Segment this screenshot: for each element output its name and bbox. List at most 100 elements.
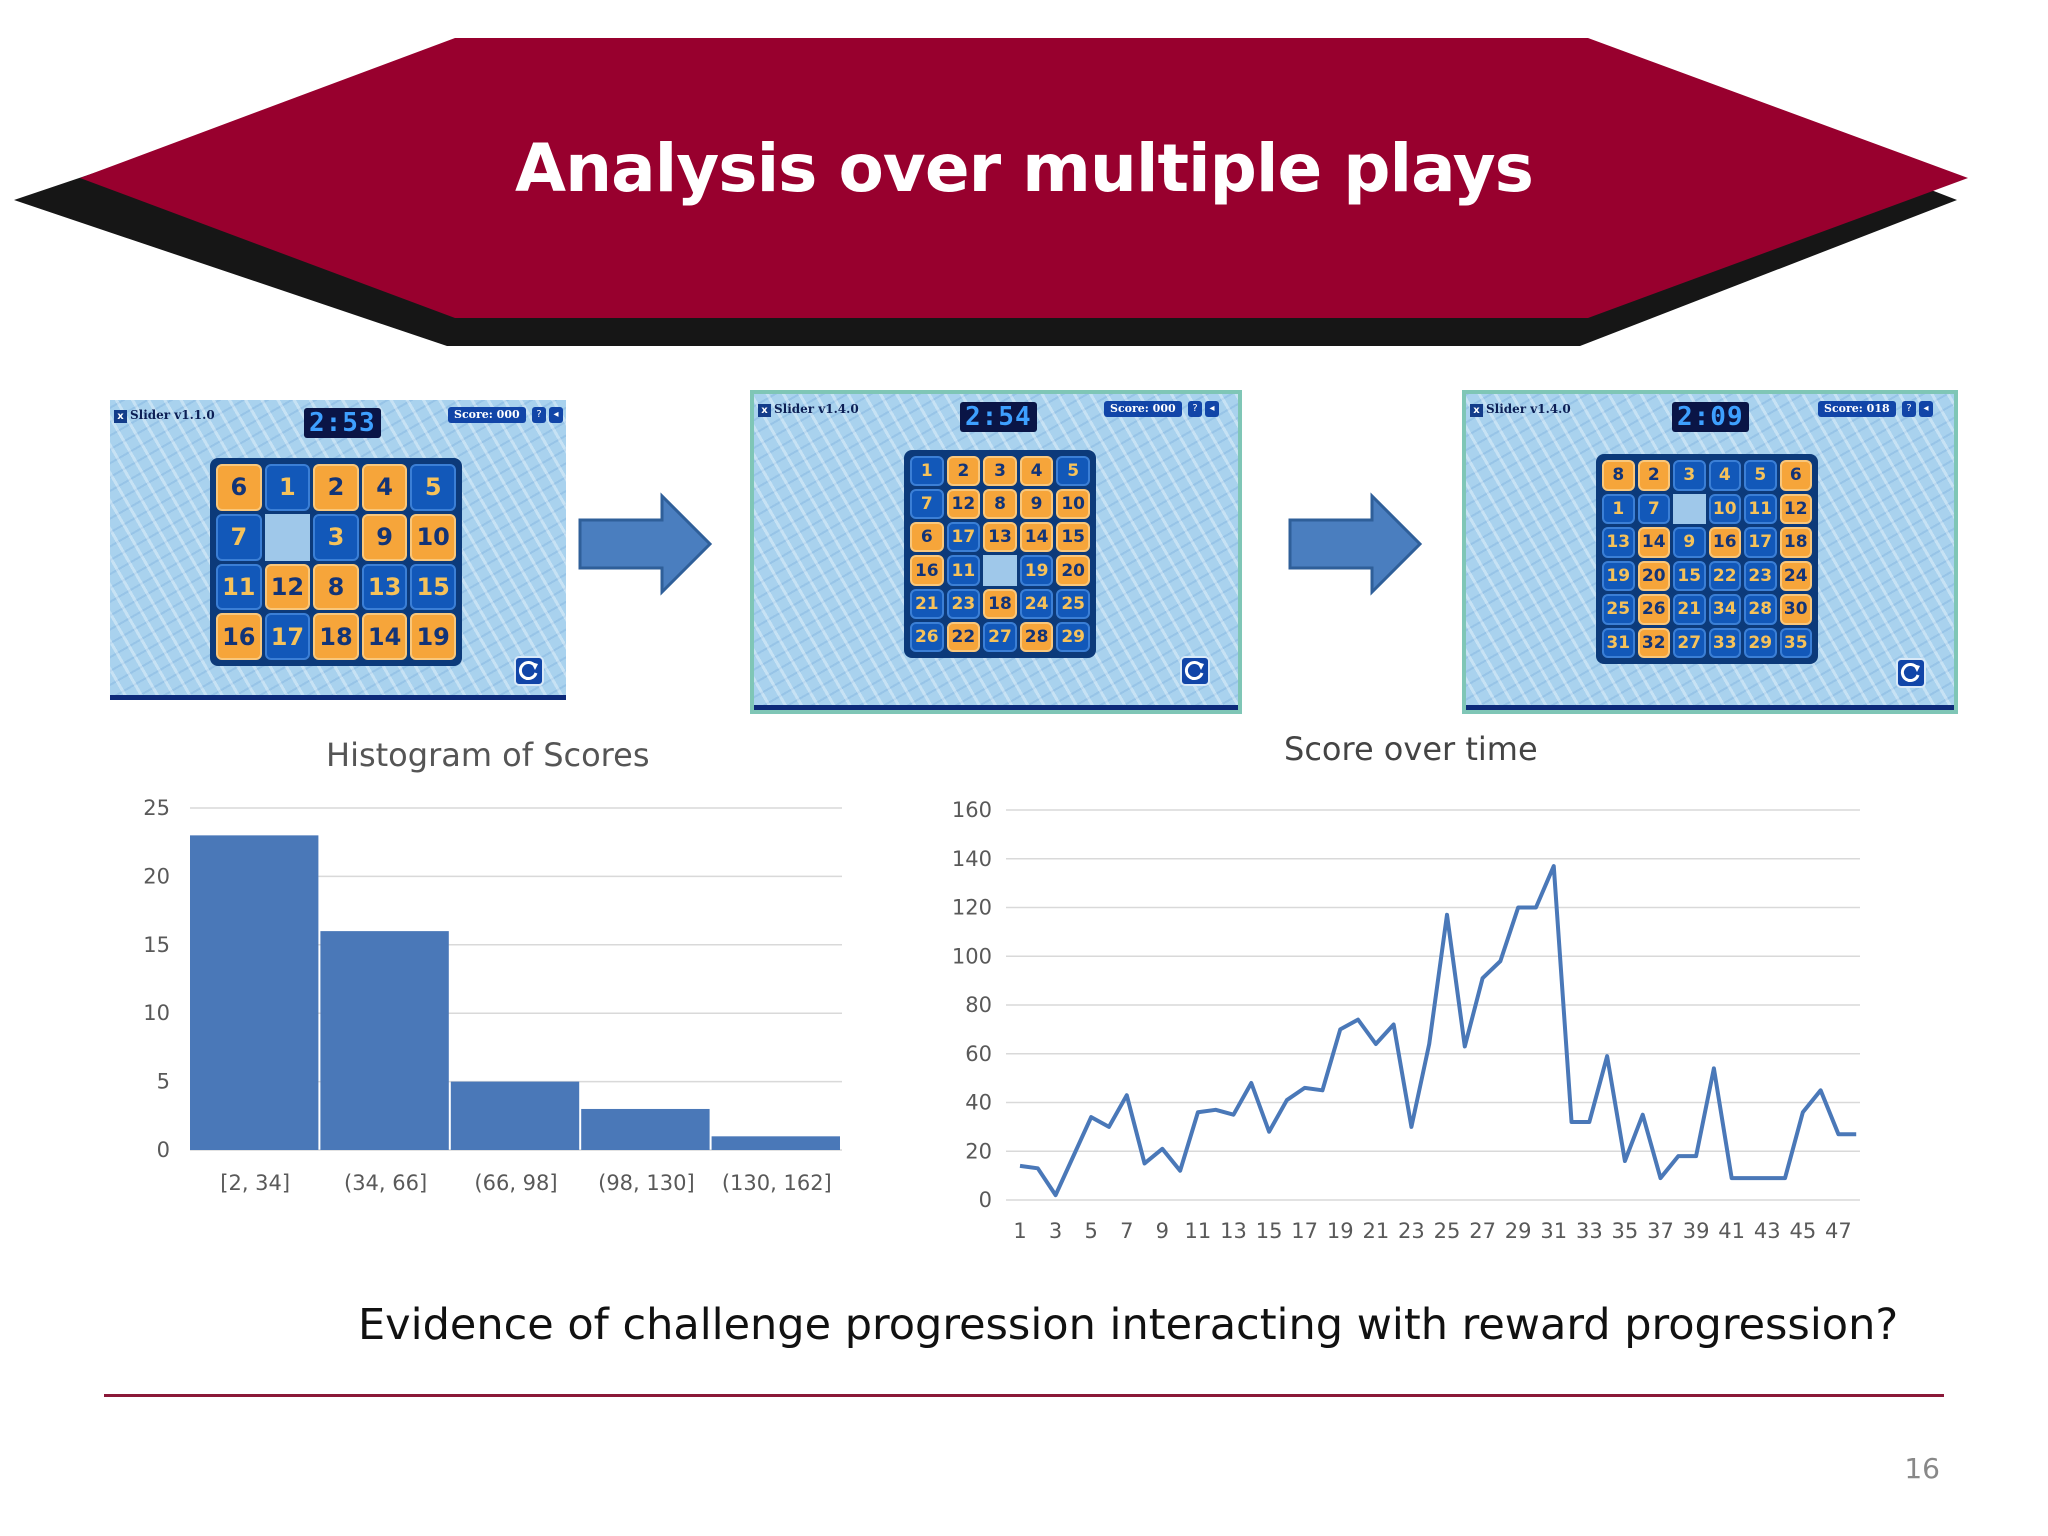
puzzle-tile[interactable]: 16: [1708, 527, 1741, 558]
puzzle-tile[interactable]: 3: [1673, 460, 1706, 491]
puzzle-tile[interactable]: 6: [1779, 460, 1812, 491]
puzzle-tile[interactable]: 8: [1602, 460, 1635, 491]
puzzle-tile[interactable]: 10: [410, 513, 456, 561]
puzzle-tile[interactable]: 31: [1602, 627, 1635, 658]
puzzle-tile[interactable]: 3: [983, 456, 1017, 487]
puzzle-tile[interactable]: 6: [910, 522, 944, 553]
puzzle-tile[interactable]: 13: [1602, 527, 1635, 558]
puzzle-tile[interactable]: 21: [1673, 594, 1706, 625]
puzzle-tile[interactable]: 30: [1779, 594, 1812, 625]
puzzle-tile[interactable]: 9: [361, 513, 408, 561]
puzzle-tile[interactable]: 4: [1708, 460, 1741, 491]
puzzle-tile[interactable]: 7: [910, 489, 944, 520]
puzzle-tile[interactable]: 21: [910, 588, 944, 619]
puzzle-tile[interactable]: 7: [216, 513, 262, 561]
puzzle-tile[interactable]: 18: [983, 588, 1017, 619]
close-icon[interactable]: x: [758, 404, 771, 417]
puzzle-tile[interactable]: 27: [1673, 627, 1706, 658]
puzzle-tile[interactable]: 5: [410, 464, 456, 511]
help-button[interactable]: ?: [1188, 401, 1202, 417]
help-button[interactable]: ?: [1902, 401, 1916, 417]
puzzle-tile[interactable]: 17: [264, 613, 311, 660]
puzzle-tile[interactable]: 25: [1602, 594, 1635, 625]
puzzle-tile[interactable]: 17: [1744, 527, 1777, 558]
close-icon[interactable]: x: [1470, 404, 1483, 417]
puzzle-tile[interactable]: 32: [1637, 627, 1670, 658]
timer-display: 2:09: [1672, 402, 1749, 432]
puzzle-tile[interactable]: 4: [361, 464, 408, 511]
puzzle-tile[interactable]: 4: [1019, 456, 1054, 487]
puzzle-tile[interactable]: 33: [1708, 627, 1741, 658]
puzzle-tile[interactable]: 18: [1779, 527, 1812, 558]
puzzle-tile[interactable]: 9: [1673, 527, 1706, 558]
puzzle-tile[interactable]: 8: [313, 563, 359, 611]
puzzle-tile[interactable]: 5: [1056, 456, 1090, 487]
puzzle-tile[interactable]: 10: [1056, 489, 1090, 520]
puzzle-tile[interactable]: 34: [1708, 594, 1741, 625]
puzzle-tile[interactable]: 24: [1019, 588, 1054, 619]
puzzle-tile[interactable]: 2: [313, 464, 359, 511]
puzzle-tile[interactable]: 22: [946, 621, 981, 652]
puzzle-tile[interactable]: 16: [910, 555, 944, 586]
puzzle-tile[interactable]: 20: [1637, 560, 1670, 591]
puzzle-tile[interactable]: 11: [1744, 493, 1777, 524]
puzzle-tile[interactable]: 1: [1602, 493, 1635, 524]
puzzle-tile[interactable]: 9: [1019, 489, 1054, 520]
puzzle-tile[interactable]: 5: [1744, 460, 1777, 491]
puzzle-tile[interactable]: 26: [1637, 594, 1670, 625]
puzzle-tile[interactable]: 12: [264, 563, 311, 611]
puzzle-tile[interactable]: 25: [1056, 588, 1090, 619]
histogram-bar: [450, 1081, 580, 1150]
puzzle-tile[interactable]: 35: [1779, 627, 1812, 658]
x-tick-label: 19: [1327, 1219, 1354, 1243]
puzzle-tile[interactable]: 14: [1019, 522, 1054, 553]
speaker-icon[interactable]: ◂: [1919, 401, 1933, 417]
puzzle-tile[interactable]: 23: [946, 588, 981, 619]
page-number: 16: [1904, 1452, 1940, 1485]
puzzle-tile[interactable]: 3: [313, 513, 359, 561]
close-icon[interactable]: x: [114, 410, 127, 423]
speaker-icon[interactable]: ◂: [1205, 401, 1219, 417]
puzzle-tile[interactable]: 12: [1779, 493, 1812, 524]
puzzle-tile[interactable]: 15: [1056, 522, 1090, 553]
puzzle-tile[interactable]: 15: [410, 563, 456, 611]
puzzle-tile[interactable]: 19: [410, 613, 456, 660]
puzzle-tile[interactable]: 29: [1056, 621, 1090, 652]
puzzle-tile[interactable]: 19: [1019, 555, 1054, 586]
reset-icon[interactable]: [1180, 656, 1210, 686]
puzzle-tile[interactable]: 2: [946, 456, 981, 487]
puzzle-tile[interactable]: 15: [1673, 560, 1706, 591]
puzzle-tile[interactable]: 22: [1708, 560, 1741, 591]
puzzle-tile[interactable]: 18: [313, 613, 359, 660]
puzzle-tile[interactable]: 13: [361, 563, 408, 611]
puzzle-tile[interactable]: 13: [983, 522, 1017, 553]
puzzle-tile[interactable]: 2: [1637, 460, 1670, 491]
help-button[interactable]: ?: [532, 407, 546, 423]
puzzle-tile[interactable]: 17: [946, 522, 981, 553]
puzzle-tile[interactable]: 1: [910, 456, 944, 487]
puzzle-tile[interactable]: 27: [983, 621, 1017, 652]
puzzle-tile[interactable]: 14: [361, 613, 408, 660]
puzzle-tile[interactable]: 14: [1637, 527, 1670, 558]
puzzle-tile[interactable]: 24: [1779, 560, 1812, 591]
puzzle-tile[interactable]: 19: [1602, 560, 1635, 591]
puzzle-tile[interactable]: 10: [1708, 493, 1741, 524]
reset-icon[interactable]: [1896, 658, 1926, 688]
puzzle-tile[interactable]: 8: [983, 489, 1017, 520]
puzzle-tile[interactable]: 20: [1056, 555, 1090, 586]
reset-icon[interactable]: [514, 656, 544, 686]
puzzle-tile[interactable]: 12: [946, 489, 981, 520]
puzzle-tile[interactable]: 29: [1744, 627, 1777, 658]
puzzle-tile[interactable]: 11: [216, 563, 262, 611]
puzzle-tile[interactable]: 28: [1019, 621, 1054, 652]
puzzle-tile[interactable]: 16: [216, 613, 262, 660]
puzzle-tile[interactable]: 7: [1637, 493, 1670, 524]
puzzle-tile[interactable]: 1: [264, 464, 311, 511]
game-window-title: x Slider v1.4.0: [1470, 402, 1571, 417]
puzzle-tile[interactable]: 11: [946, 555, 981, 586]
puzzle-tile[interactable]: 6: [216, 464, 262, 511]
puzzle-tile[interactable]: 23: [1744, 560, 1777, 591]
puzzle-tile[interactable]: 26: [910, 621, 944, 652]
puzzle-tile[interactable]: 28: [1744, 594, 1777, 625]
speaker-icon[interactable]: ◂: [549, 407, 563, 423]
